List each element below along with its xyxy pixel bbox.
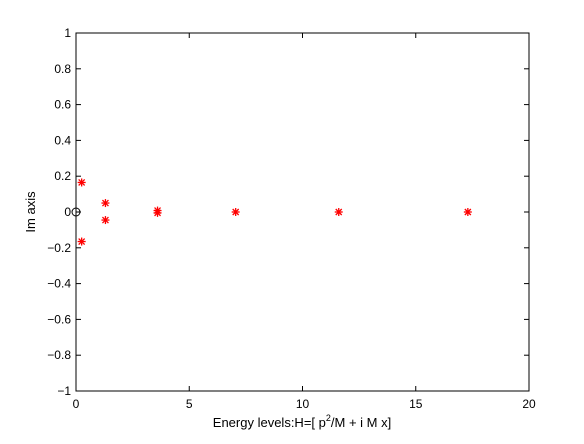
data-points <box>71 178 472 246</box>
y-tick-label: 0.6 <box>54 98 71 112</box>
y-tick-label: 1 <box>64 26 71 40</box>
y-tick-label: −1 <box>57 384 71 398</box>
y-tick-label: 0.2 <box>54 169 71 183</box>
asterisk-point <box>101 199 110 208</box>
asterisk-point <box>153 208 162 217</box>
asterisk-point <box>77 178 86 187</box>
x-tick-label: 5 <box>186 397 193 411</box>
x-tick-label: 20 <box>522 397 536 411</box>
x-tick-label: 10 <box>296 397 310 411</box>
y-axis: 1 0.8 0.6 0.4 0.2 0 −0.2 −0.4 −0.6 −0.8 −1 <box>47 26 529 398</box>
x-axis-label: Energy levels:H=[ p2/M + i M x] <box>213 413 391 430</box>
plot-area <box>75 32 530 392</box>
y-tick-label: −0.6 <box>47 312 71 326</box>
asterisk-point <box>77 237 86 246</box>
x-tick-label: 15 <box>409 397 423 411</box>
y-tick-label: −0.8 <box>47 348 71 362</box>
asterisk-point <box>101 216 110 225</box>
y-tick-label: −0.4 <box>47 277 71 291</box>
asterisk-point <box>231 208 240 216</box>
asterisk-point <box>334 208 343 216</box>
x-axis: 0 5 10 15 20 <box>73 33 536 411</box>
y-tick-label: 0 <box>64 205 71 219</box>
asterisk-point <box>463 208 472 216</box>
y-tick-label: 0.4 <box>54 133 71 147</box>
y-axis-label: Im axis <box>23 191 38 233</box>
y-tick-label: −0.2 <box>47 241 71 255</box>
x-tick-label: 0 <box>73 397 80 411</box>
y-tick-label: 0.8 <box>54 62 71 76</box>
circle-point <box>71 207 81 217</box>
